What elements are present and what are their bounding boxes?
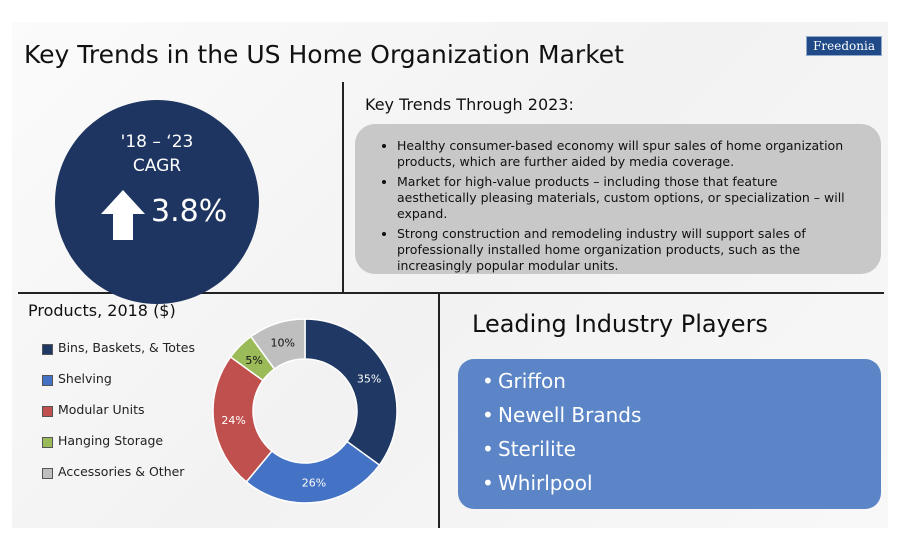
trends-heading: Key Trends Through 2023: <box>365 95 574 114</box>
bullet-icon: • <box>482 403 494 427</box>
cagr-label: CAGR <box>132 156 182 176</box>
players-heading: Leading Industry Players <box>472 310 768 338</box>
donut-data-label: 24% <box>221 414 245 427</box>
player-name: Newell Brands <box>498 403 642 427</box>
trend-item: Healthy consumer-based economy will spur… <box>397 138 857 170</box>
legend-label: Modular Units <box>58 402 145 417</box>
player-name: Sterilite <box>498 437 576 461</box>
donut-slice <box>249 318 306 370</box>
cagr-value: 3.8% <box>151 194 228 229</box>
donut-data-label: 26% <box>302 476 326 489</box>
player-item: • Whirlpool <box>482 471 881 505</box>
products-donut-chart: 35% 26% 24% 5% 10% <box>212 318 398 504</box>
donut-slice <box>304 318 398 467</box>
player-item: • Newell Brands <box>482 403 881 437</box>
legend-swatch <box>42 437 53 448</box>
legend-swatch <box>42 406 53 417</box>
divider-horizontal <box>18 292 884 294</box>
donut-data-label: 5% <box>245 354 262 367</box>
bullet-icon: • <box>482 437 494 461</box>
player-name: Whirlpool <box>498 471 593 495</box>
players-box: • Griffon • Newell Brands • Sterilite • … <box>458 359 881 509</box>
player-item: • Sterilite <box>482 437 881 471</box>
bullet-icon: • <box>482 369 494 393</box>
infographic-slide: Key Trends in the US Home Organization M… <box>12 22 888 528</box>
divider-vertical-top <box>342 82 344 292</box>
legend-label: Shelving <box>58 371 112 386</box>
legend-swatch <box>42 375 53 386</box>
donut-data-label: 10% <box>271 337 295 350</box>
legend-swatch <box>42 344 53 355</box>
legend-label: Accessories & Other <box>58 464 185 479</box>
trends-box: Healthy consumer-based economy will spur… <box>355 124 881 274</box>
legend-swatch <box>42 468 53 479</box>
divider-vertical-bottom <box>438 294 440 528</box>
player-item: • Griffon <box>482 369 881 403</box>
products-chart-title: Products, 2018 ($) <box>28 301 176 320</box>
trends-list: Healthy consumer-based economy will spur… <box>381 138 857 274</box>
cagr-period: '18 – ‘23 <box>120 132 194 152</box>
bullet-icon: • <box>482 471 494 495</box>
legend-label: Hanging Storage <box>58 433 164 448</box>
donut-data-label: 35% <box>357 372 381 385</box>
legend-label: Bins, Baskets, & Totes <box>58 340 196 355</box>
player-name: Griffon <box>498 369 566 393</box>
page-title: Key Trends in the US Home Organization M… <box>24 40 624 69</box>
trend-item: Strong construction and remodeling indus… <box>397 226 857 274</box>
trend-item: Market for high-value products – includi… <box>397 174 857 222</box>
cagr-circle: '18 – ‘23 CAGR 3.8% <box>55 100 259 304</box>
freedonia-logo: Freedonia <box>806 36 882 56</box>
up-arrow-icon <box>101 190 145 240</box>
